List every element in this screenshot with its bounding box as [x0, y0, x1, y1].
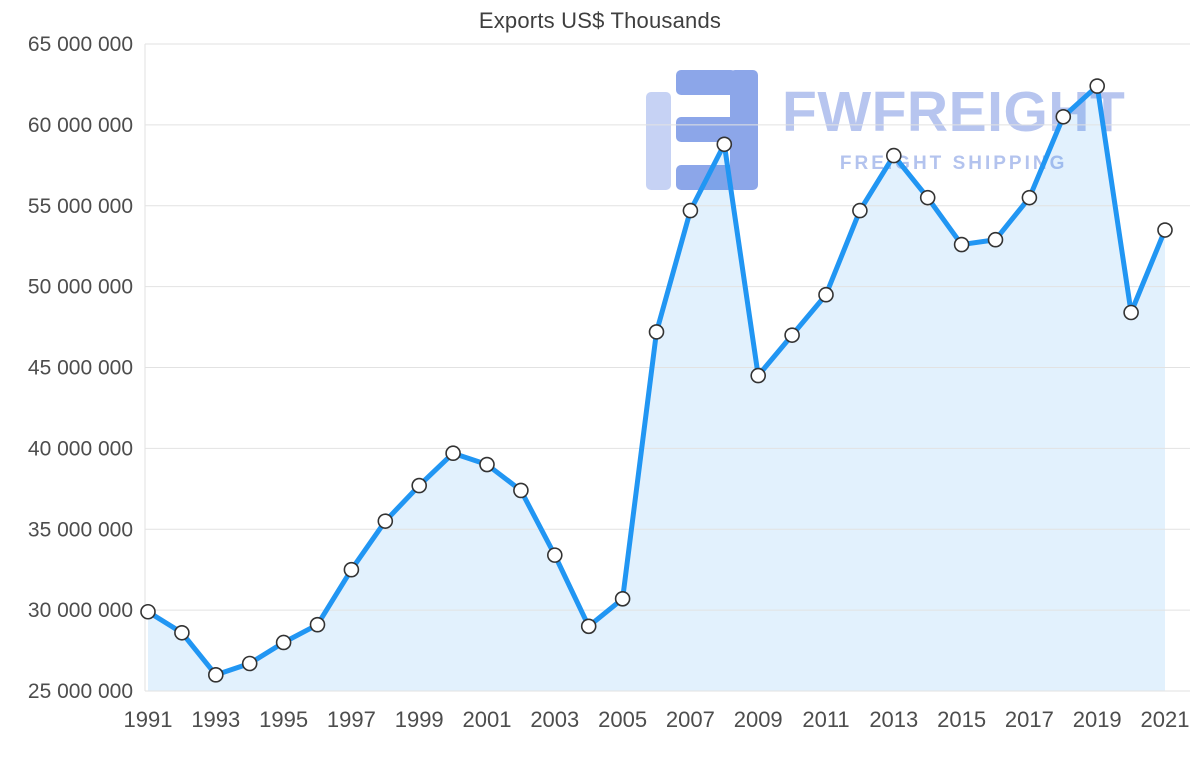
series-area	[148, 86, 1165, 692]
x-axis-label: 2005	[598, 707, 647, 732]
data-point	[479, 456, 495, 473]
data-point	[140, 603, 156, 620]
data-point	[343, 561, 360, 578]
data-point	[411, 477, 428, 494]
data-point	[546, 547, 563, 563]
y-axis-label: 30 000 000	[28, 599, 133, 622]
data-point	[1157, 222, 1173, 238]
data-point	[818, 286, 834, 303]
data-point	[716, 136, 733, 153]
x-axis-label: 2011	[802, 707, 849, 732]
data-point	[784, 327, 800, 343]
data-point	[919, 189, 936, 206]
data-point	[852, 202, 868, 219]
data-point	[682, 202, 699, 219]
y-axis-label: 25 000 000	[28, 680, 133, 703]
x-axis-label: 2021	[1141, 707, 1190, 732]
x-axis-label: 1991	[124, 707, 173, 732]
x-axis-label: 2019	[1073, 707, 1122, 732]
y-axis-label: 35 000 000	[28, 518, 133, 541]
data-point	[309, 616, 326, 633]
data-point	[648, 324, 665, 340]
data-point	[275, 634, 292, 651]
chart-title: Exports US$ Thousands	[478, 8, 722, 33]
data-point	[241, 655, 258, 672]
data-point	[1055, 108, 1072, 125]
data-point	[580, 618, 597, 635]
y-axis-label: 45 000 000	[28, 357, 133, 380]
data-point	[1089, 78, 1105, 94]
data-point	[1123, 304, 1139, 321]
y-axis-label: 55 000 000	[28, 195, 133, 218]
data-point	[750, 367, 767, 384]
data-point	[513, 482, 529, 499]
y-axis-label: 65 000 000	[28, 33, 133, 56]
data-point	[885, 147, 902, 164]
y-axis-label: 40 000 000	[28, 437, 133, 460]
data-point	[987, 231, 1004, 248]
data-point	[174, 624, 190, 641]
x-axis-label: 2017	[1005, 707, 1054, 732]
x-axis-label: 2001	[463, 707, 512, 732]
x-axis-label: 2013	[869, 707, 918, 732]
fwfreight-logo-icon	[646, 70, 758, 190]
y-axis-label: 60 000 000	[28, 114, 133, 137]
x-axis-label: 2015	[937, 707, 986, 732]
data-point	[208, 667, 224, 683]
x-axis-label: 1995	[259, 707, 308, 732]
watermark: FWFREIGHT FREIGHT SHIPPING	[646, 70, 1125, 190]
y-axis-label: 50 000 000	[28, 276, 133, 299]
data-point	[377, 513, 394, 529]
data-point	[953, 236, 970, 253]
x-axis-label: 1997	[327, 707, 376, 732]
x-axis-label: 2007	[666, 707, 715, 732]
data-point	[614, 591, 631, 607]
x-axis-label: 2003	[530, 707, 579, 732]
data-point	[445, 445, 461, 462]
x-axis-label: 1999	[395, 707, 444, 732]
x-axis-label: 1993	[191, 707, 240, 732]
data-point	[1021, 189, 1038, 206]
x-axis-label: 2009	[734, 707, 783, 732]
